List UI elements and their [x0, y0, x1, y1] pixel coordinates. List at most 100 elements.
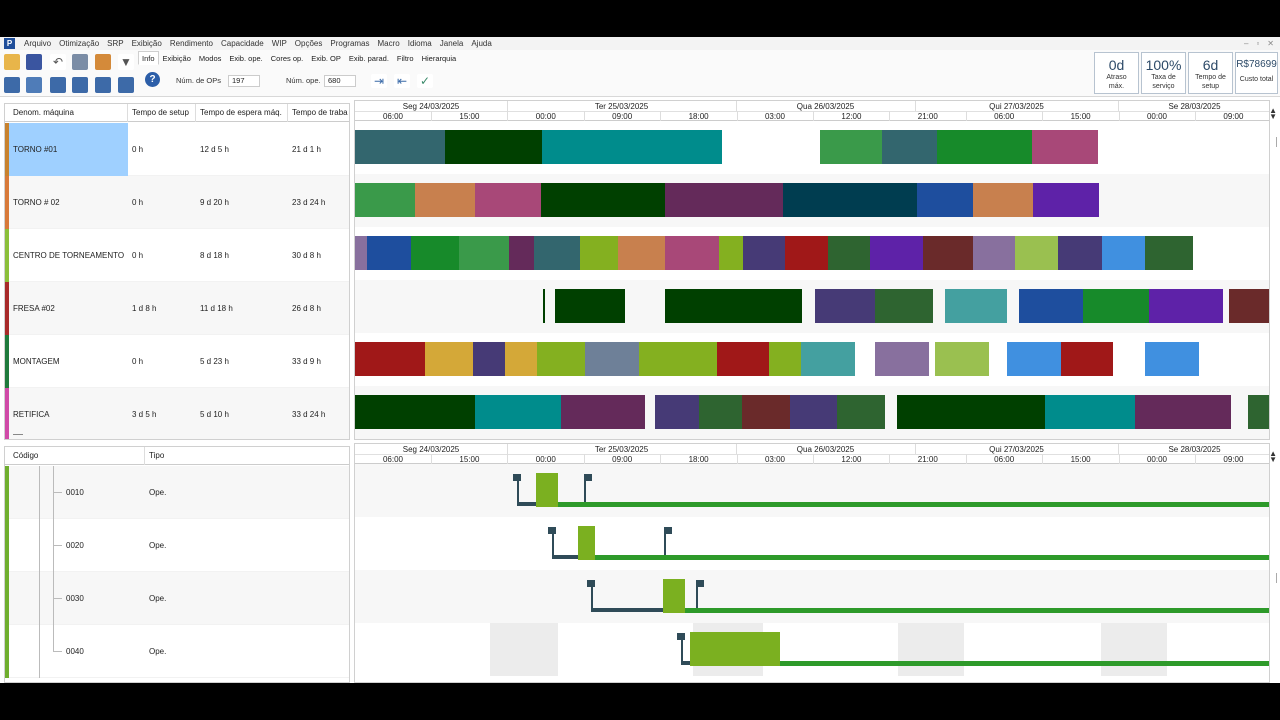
operation-bar[interactable] [639, 342, 717, 376]
tab-exibicao[interactable]: Exibição [162, 54, 191, 63]
menu-rendimento[interactable]: Rendimento [169, 39, 213, 48]
operation-bar[interactable] [355, 236, 367, 270]
settings-view-icon[interactable] [118, 77, 134, 93]
menu-srp[interactable]: SRP [107, 39, 124, 48]
operation-bar[interactable] [785, 236, 828, 270]
operation-bar[interactable] [1032, 130, 1098, 164]
operation-bar[interactable] [1135, 395, 1231, 429]
operation-bar[interactable] [665, 289, 802, 323]
operation-bar[interactable] [1015, 236, 1058, 270]
minimize-icon[interactable]: – [1244, 39, 1249, 48]
operation-bar[interactable] [1033, 183, 1099, 217]
operation-bar[interactable] [541, 183, 665, 217]
operation-row[interactable]: 0010 Ope. [5, 466, 349, 519]
operation-row[interactable]: 0030 Ope. [5, 572, 349, 625]
machine-row[interactable]: MONTAGEM 0 h 5 d 23 h 33 d 9 h [5, 335, 349, 388]
link-marker-icon[interactable] [696, 580, 704, 587]
operation-bar[interactable] [973, 183, 1033, 217]
restore-icon[interactable]: ▫ [1256, 39, 1260, 48]
gantt-view-icon[interactable] [4, 77, 20, 93]
link-marker-icon[interactable] [548, 527, 556, 534]
operation-bar[interactable] [1045, 395, 1135, 429]
operation-bar[interactable] [475, 395, 561, 429]
operation-bar[interactable] [618, 236, 665, 270]
help-icon[interactable]: ? [145, 72, 160, 87]
col-tipo[interactable]: Tipo [149, 451, 165, 460]
confirm-schedule-icon[interactable]: ✓ [417, 74, 433, 88]
operation-bar[interactable] [534, 236, 580, 270]
operation-bar[interactable] [537, 342, 585, 376]
operation-bar[interactable] [837, 395, 885, 429]
operation-bar[interactable] [1007, 342, 1061, 376]
col-tempo-trabalho[interactable]: Tempo de traba [292, 108, 348, 117]
tab-modos[interactable]: Modos [198, 54, 222, 63]
operation-bar[interactable] [543, 289, 545, 323]
col-codigo[interactable]: Código [9, 447, 145, 465]
operation-bar[interactable] [690, 632, 780, 666]
operation-bar[interactable] [665, 183, 783, 217]
operation-bar[interactable] [411, 236, 459, 270]
col-tempo-setup[interactable]: Tempo de setup [128, 104, 196, 122]
machine-row[interactable]: FRESA #02 1 d 8 h 11 d 18 h 26 d 8 h [5, 282, 349, 335]
link-marker-icon[interactable] [587, 580, 595, 587]
menu-capacidade[interactable]: Capacidade [220, 39, 264, 48]
operation-bar[interactable] [561, 395, 645, 429]
menu-otimizacao[interactable]: Otimização [59, 39, 100, 48]
menu-opcoes[interactable]: Opções [294, 39, 323, 48]
operation-bar[interactable] [355, 395, 475, 429]
menu-janela[interactable]: Janela [439, 39, 464, 48]
operation-bar[interactable] [801, 342, 855, 376]
report-icon[interactable] [95, 54, 111, 70]
operation-bar[interactable] [870, 236, 923, 270]
operation-bar[interactable] [769, 342, 801, 376]
col-denom-maquina[interactable]: Denom. máquina [9, 104, 128, 122]
operation-bar[interactable] [536, 473, 558, 507]
operation-bar[interactable] [742, 395, 790, 429]
filter-icon[interactable]: ▼ [118, 54, 134, 70]
table-view-icon[interactable] [95, 77, 111, 93]
menu-arquivo[interactable]: Arquivo [24, 39, 52, 48]
link-marker-icon[interactable] [584, 474, 592, 481]
operation-bar[interactable] [655, 395, 699, 429]
num-ops-field[interactable]: 197 [228, 75, 260, 87]
operation-bar[interactable] [585, 342, 639, 376]
link-marker-icon[interactable] [664, 527, 672, 534]
tab-exib-op[interactable]: Exib. OP [311, 54, 341, 63]
resize-grip[interactable] [13, 434, 23, 435]
tab-hierarquia[interactable]: Hierarquia [421, 54, 457, 63]
operation-bar[interactable] [425, 342, 473, 376]
operation-bar[interactable] [783, 183, 917, 217]
operation-bar[interactable] [815, 289, 875, 323]
save-icon[interactable] [26, 54, 42, 70]
operation-bar[interactable] [743, 236, 785, 270]
operation-bar[interactable] [897, 395, 1045, 429]
operation-bar[interactable] [1149, 289, 1223, 323]
menu-idioma[interactable]: Idioma [407, 39, 432, 48]
operation-bar[interactable] [1061, 342, 1113, 376]
operation-bar[interactable] [882, 130, 937, 164]
operation-bar[interactable] [719, 236, 743, 270]
operation-bar[interactable] [820, 130, 882, 164]
operation-bar[interactable] [367, 236, 411, 270]
menu-wip[interactable]: WIP [271, 39, 287, 48]
operation-bar[interactable] [555, 289, 625, 323]
operation-bar[interactable] [415, 183, 475, 217]
operation-bar[interactable] [459, 236, 509, 270]
operation-bar[interactable] [663, 579, 685, 613]
scroll-arrows-top[interactable]: ▲ ▼ [1269, 106, 1277, 121]
machine-row[interactable]: TORNO #01 0 h 12 d 5 h 21 d 1 h [5, 123, 349, 176]
backward-schedule-icon[interactable]: ⇤ [394, 74, 410, 88]
operation-bar[interactable] [717, 342, 769, 376]
operation-bar[interactable] [355, 342, 425, 376]
menu-macro[interactable]: Macro [377, 39, 400, 48]
operation-row[interactable]: 0020 Ope. [5, 519, 349, 572]
machine-row[interactable]: TORNO # 02 0 h 9 d 20 h 23 d 24 h [5, 176, 349, 229]
link-marker-icon[interactable] [677, 633, 685, 640]
operation-bar[interactable] [973, 236, 1015, 270]
tab-exib-parad[interactable]: Exib. parad. [348, 54, 389, 63]
operation-bar[interactable] [945, 289, 1007, 323]
operation-bar[interactable] [699, 395, 742, 429]
grid-view-icon[interactable] [72, 77, 88, 93]
operation-bar[interactable] [1102, 236, 1145, 270]
operation-bar[interactable] [509, 236, 534, 270]
